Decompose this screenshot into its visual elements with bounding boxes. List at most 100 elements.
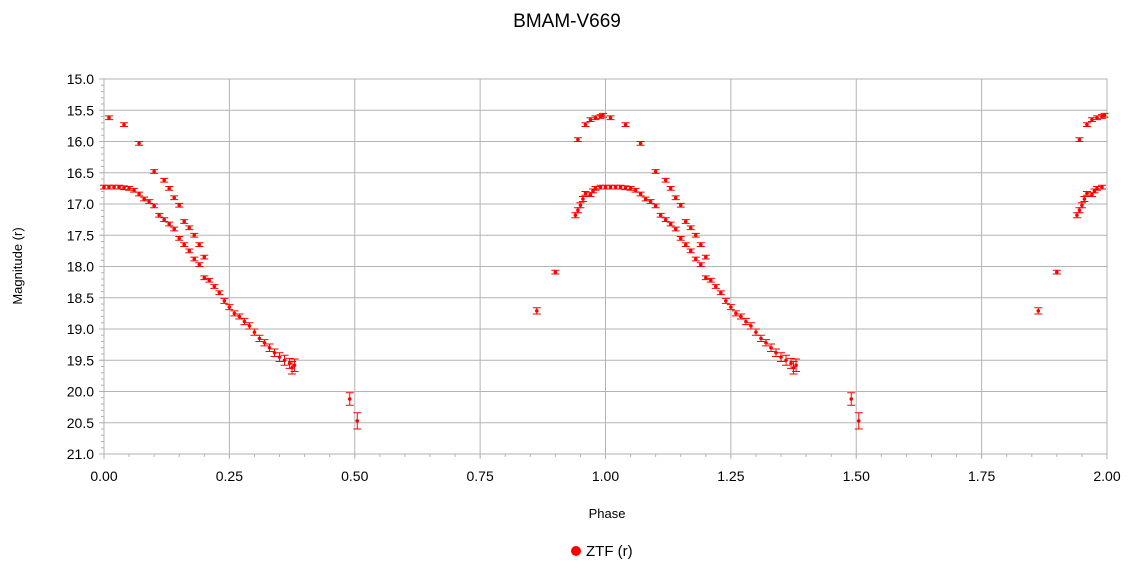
data-point	[190, 256, 199, 262]
point-marker	[724, 299, 728, 303]
point-marker	[1090, 192, 1094, 197]
x-tick-label: 0.00	[90, 468, 117, 484]
point-marker	[734, 311, 738, 316]
data-point	[756, 334, 765, 342]
point-marker	[663, 217, 668, 222]
point-marker	[791, 365, 796, 370]
point-marker	[282, 358, 287, 363]
data-point	[641, 196, 650, 202]
point-marker	[779, 355, 783, 359]
point-marker	[277, 355, 282, 359]
data-point	[1082, 122, 1091, 127]
point-marker	[769, 345, 773, 350]
point-marker	[137, 192, 141, 196]
point-marker	[127, 186, 131, 191]
grid	[103, 78, 1108, 455]
data-point	[571, 212, 580, 219]
data-point	[578, 196, 587, 202]
x-tick-label: 1.25	[717, 468, 744, 484]
data-point	[165, 221, 174, 227]
point-marker	[704, 275, 708, 280]
data-point	[671, 226, 680, 232]
data-point	[140, 196, 149, 202]
data-point	[175, 236, 184, 241]
data-point	[716, 290, 725, 296]
point-marker	[638, 141, 643, 146]
point-marker	[709, 278, 713, 283]
data-point	[772, 348, 781, 357]
point-marker	[1080, 203, 1084, 208]
point-marker	[1077, 137, 1082, 142]
point-marker	[157, 213, 161, 218]
data-point	[616, 184, 625, 190]
data-point	[1075, 207, 1084, 214]
y-tick-label: 16.0	[67, 134, 94, 150]
data-point	[591, 186, 600, 191]
x-tick-label: 0.75	[467, 468, 494, 484]
data-point	[265, 343, 274, 352]
data-point	[150, 203, 159, 209]
data-point	[751, 328, 760, 336]
data-point	[691, 256, 700, 262]
point-marker	[107, 185, 111, 189]
point-marker	[1085, 122, 1089, 127]
point-marker	[292, 363, 297, 368]
point-marker	[774, 350, 778, 355]
point-marker	[653, 169, 658, 174]
data-point	[681, 219, 690, 224]
data-points	[100, 112, 1109, 430]
data-point	[626, 186, 635, 191]
point-marker	[693, 233, 698, 238]
data-point	[681, 242, 690, 247]
data-point	[185, 225, 194, 231]
data-point	[1092, 115, 1101, 121]
data-point	[115, 184, 124, 190]
data-point	[586, 192, 595, 197]
y-tick-label: 17.5	[67, 227, 94, 243]
data-point	[270, 348, 279, 357]
data-point	[1080, 196, 1089, 202]
data-point	[345, 392, 354, 406]
data-point	[353, 412, 362, 430]
data-point	[854, 412, 863, 430]
point-marker	[212, 284, 217, 289]
data-point	[200, 254, 209, 260]
data-point	[847, 392, 856, 406]
point-marker	[581, 197, 585, 201]
point-marker	[628, 186, 633, 191]
data-point	[210, 284, 219, 289]
data-point	[661, 217, 670, 222]
point-marker	[578, 203, 583, 208]
point-marker	[593, 186, 598, 191]
data-point	[1087, 117, 1096, 122]
point-marker	[1102, 113, 1107, 118]
data-point	[661, 177, 670, 183]
data-point	[573, 137, 582, 142]
point-marker	[653, 204, 658, 208]
data-point	[215, 290, 224, 296]
data-point	[135, 191, 144, 197]
point-marker	[698, 262, 703, 267]
data-point	[110, 184, 119, 190]
data-point	[573, 207, 582, 214]
point-marker	[608, 115, 613, 120]
data-point	[676, 236, 685, 241]
data-point	[190, 232, 199, 238]
point-marker	[588, 192, 593, 197]
data-point	[706, 277, 715, 283]
point-marker	[688, 225, 693, 230]
y-axis-label: Magnitude (r)	[10, 227, 25, 304]
point-marker	[583, 122, 588, 127]
point-marker	[187, 249, 192, 253]
point-marker	[618, 185, 623, 189]
data-point	[125, 186, 134, 191]
data-point	[731, 310, 740, 317]
data-point	[532, 307, 541, 315]
data-point	[601, 184, 610, 190]
data-point	[576, 202, 585, 209]
point-marker	[744, 319, 748, 324]
point-marker	[290, 365, 294, 370]
point-marker	[1055, 270, 1059, 274]
data-point	[611, 184, 620, 190]
data-point	[165, 186, 174, 191]
